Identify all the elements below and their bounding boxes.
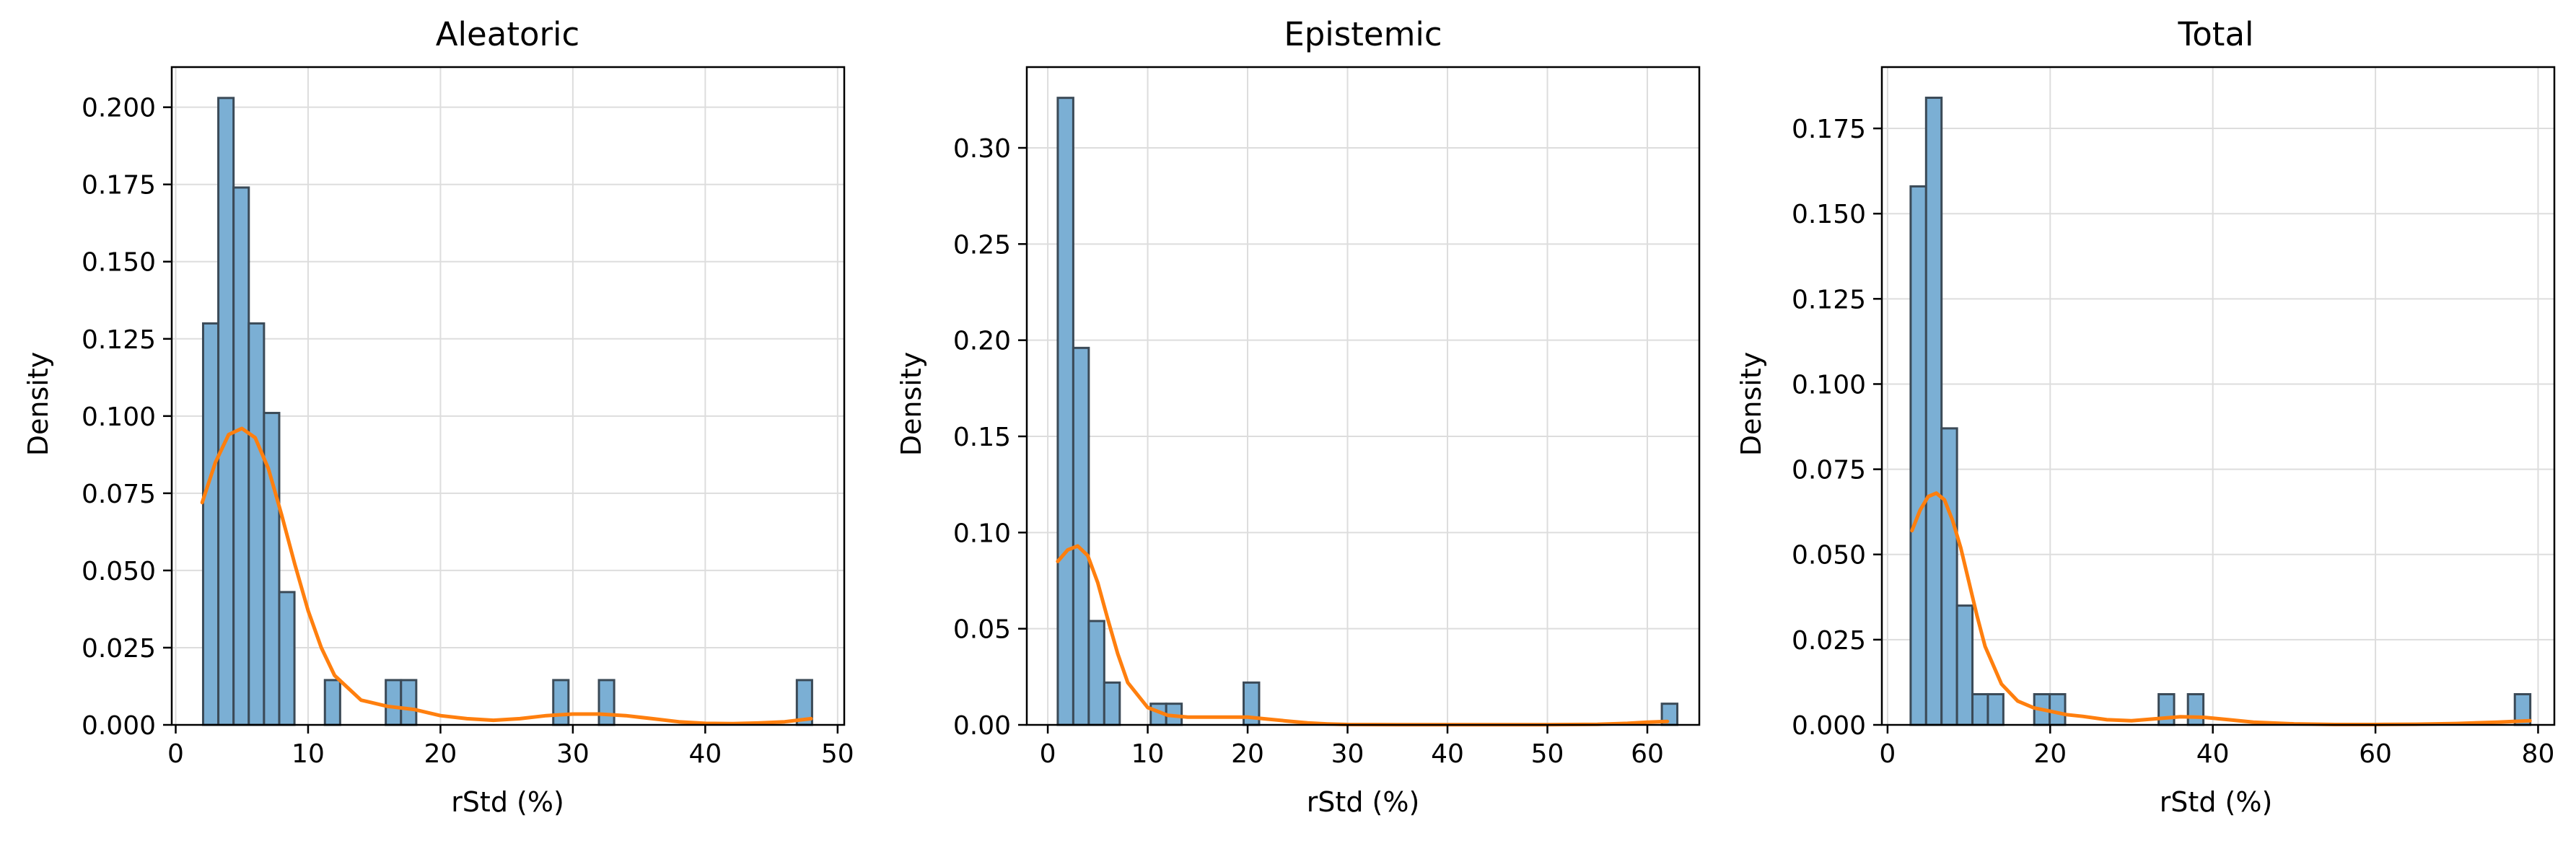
y-tick-label: 0.025 — [82, 634, 156, 664]
x-tick-label: 60 — [1631, 739, 1664, 769]
histogram-bar — [217, 97, 235, 726]
x-tick-label: 30 — [1331, 739, 1364, 769]
histogram-bar — [1971, 692, 1989, 726]
y-tick-label: 0.30 — [953, 134, 1011, 164]
panel-title-total: Total — [2177, 15, 2253, 53]
histogram-panel-epistemic: Epistemic rStd (%) Density 0 10 20 30 40 50 60… — [895, 15, 1701, 818]
histogram-bar — [400, 679, 418, 726]
y-tick-label: 0.075 — [82, 480, 156, 509]
y-tick-label: 0.00 — [953, 711, 1011, 741]
histogram-bar — [597, 679, 615, 726]
histogram-bar — [247, 322, 266, 726]
histogram-bar — [323, 679, 341, 726]
x-tick-label: 10 — [292, 739, 325, 769]
y-tick-label: 0.100 — [82, 402, 156, 432]
panel-title-aleatoric: Aleatoric — [436, 15, 579, 53]
y-tick-label: 0.175 — [82, 171, 156, 201]
axes-frame-total — [1880, 66, 2556, 726]
x-tick-label: 40 — [688, 739, 722, 769]
x-tick-label: 20 — [424, 739, 457, 769]
x-tick-label: 0 — [1879, 739, 1896, 769]
y-tick-label: 0.25 — [953, 230, 1011, 260]
x-tick-label: 40 — [1431, 739, 1464, 769]
x-tick-label: 30 — [556, 739, 590, 769]
y-tick-label: 0.125 — [1792, 285, 1866, 314]
histogram-bar — [201, 322, 220, 726]
y-tick-label: 0.100 — [1792, 370, 1866, 400]
histogram-bar — [552, 679, 570, 726]
y-tick-label: 0.000 — [82, 711, 156, 741]
y-tick-label: 0.025 — [1792, 626, 1866, 656]
y-axis-label-total: Density — [1735, 352, 1767, 456]
histogram-bar — [1940, 427, 1958, 726]
x-tick-label: 60 — [2359, 739, 2392, 769]
histogram-bar — [1103, 681, 1121, 726]
histogram-bar — [2157, 692, 2176, 726]
histogram-bar — [1087, 620, 1105, 726]
x-tick-label: 10 — [1131, 739, 1165, 769]
y-tick-label: 0.050 — [1792, 541, 1866, 571]
histogram-bar — [1072, 346, 1090, 726]
histogram-bar — [385, 679, 403, 726]
kde-curve-aleatoric — [200, 426, 813, 726]
y-tick-label: 0.125 — [82, 325, 156, 355]
y-tick-label: 0.05 — [953, 615, 1011, 645]
histogram-bar — [1909, 185, 1927, 726]
y-tick-label: 0.10 — [953, 519, 1011, 548]
y-tick-label: 0.075 — [1792, 456, 1866, 485]
y-tick-label: 0.175 — [1792, 115, 1866, 144]
x-tick-label: 20 — [2033, 739, 2067, 769]
y-tick-label: 0.200 — [82, 94, 156, 123]
x-axis-label-epistemic: rStd (%) — [1307, 786, 1420, 818]
histogram-panel-total: Total rStd (%) Density 0 20 40 60 80 0.000 0.0… — [1735, 15, 2556, 818]
x-tick-label: 50 — [1531, 739, 1564, 769]
x-tick-label: 0 — [1040, 739, 1056, 769]
histogram-panel-aleatoric: Aleatoric rStd (%) Density 0 10 20 30 40 50 0.… — [22, 15, 854, 818]
x-tick-label: 80 — [2522, 739, 2555, 769]
y-tick-label: 0.000 — [1792, 711, 1866, 741]
histogram-bar — [278, 591, 296, 726]
x-tick-label: 0 — [167, 739, 184, 769]
x-tick-label: 50 — [821, 739, 854, 769]
y-tick-label: 0.15 — [953, 423, 1011, 452]
x-axis-label-total: rStd (%) — [2160, 786, 2273, 818]
histogram-bar — [2049, 692, 2067, 726]
histogram-bar — [1056, 97, 1074, 726]
panel-title-epistemic: Epistemic — [1284, 15, 1442, 53]
histogram-bar — [1986, 692, 2005, 726]
y-axis-label-epistemic: Density — [895, 352, 927, 456]
y-tick-label: 0.150 — [1792, 200, 1866, 229]
x-tick-label: 20 — [1231, 739, 1264, 769]
histogram-bar — [1955, 604, 1974, 726]
axes-frame-epistemic — [1025, 66, 1701, 726]
y-tick-label: 0.150 — [82, 248, 156, 278]
histogram-bar — [1924, 97, 1943, 726]
y-tick-label: 0.050 — [82, 557, 156, 586]
histogram-bar — [2186, 692, 2205, 726]
axes-frame-aleatoric — [170, 66, 846, 726]
histogram-bar — [232, 186, 250, 726]
x-tick-label: 40 — [2196, 739, 2230, 769]
x-axis-label-aleatoric: rStd (%) — [451, 786, 564, 818]
y-axis-label-aleatoric: Density — [22, 352, 54, 456]
y-tick-label: 0.20 — [953, 327, 1011, 356]
